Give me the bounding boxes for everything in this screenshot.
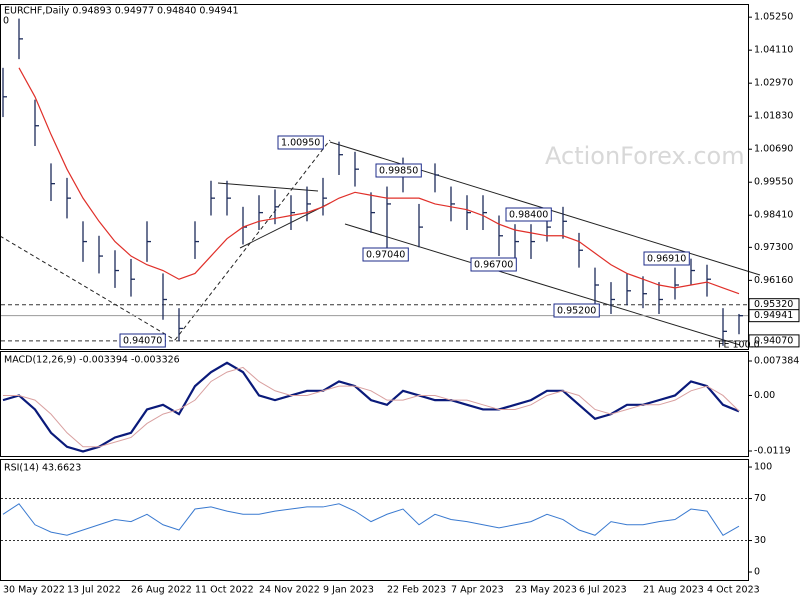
annotation: 0.98400	[509, 210, 548, 221]
x-tick-label: 22 Feb 2023	[387, 585, 446, 596]
y-tick-label: 30	[754, 535, 766, 546]
x-tick-label: 13 Jul 2022	[67, 585, 121, 596]
series-line	[2, 361, 740, 453]
y-tick-label: 1.02970	[754, 78, 793, 89]
macd-frame	[0, 351, 749, 457]
chart-title: EURCHF,Daily 0.94893 0.94977 0.94840 0.9…	[4, 6, 239, 17]
triangle-lower	[239, 202, 331, 249]
annotation-box	[362, 247, 409, 262]
y-tick-label: 0	[754, 567, 760, 578]
y-tick-label: 100	[754, 462, 772, 473]
y-tick-label: 0.007384	[754, 355, 799, 366]
annotation: 1.00950	[281, 138, 320, 149]
annotation: 0.94070	[123, 336, 162, 347]
triangle-upper	[217, 182, 319, 192]
annotation-box	[553, 303, 600, 318]
annotation: 0.96700	[474, 260, 513, 271]
x-tick-label: 23 May 2023	[515, 585, 577, 596]
x-tick-label: 30 May 2022	[3, 585, 65, 596]
frames	[0, 4, 749, 581]
annotation-box	[470, 257, 517, 272]
y-tick-label: 70	[754, 493, 766, 504]
y-tick-label: 0.00	[754, 390, 775, 401]
macd-title: MACD(12,26,9) -0.003394 -0.003326	[4, 355, 180, 366]
price-frame	[0, 4, 749, 350]
annotation-box	[505, 207, 552, 222]
annotation-box	[277, 135, 324, 150]
x-tick-label: 24 Nov 2022	[259, 585, 320, 596]
level-label: 0.94941	[754, 310, 793, 321]
annotation-box	[119, 333, 166, 348]
channel-lower	[344, 223, 741, 346]
rsi-title: RSI(14) 43.6623	[4, 463, 81, 474]
annotation-box	[375, 163, 422, 178]
annotation-box	[643, 251, 690, 266]
annotation: 0.99850	[379, 166, 418, 177]
series-line	[18, 67, 740, 295]
level-label-box	[748, 309, 800, 323]
y-tick-label: 1.05250	[754, 12, 793, 23]
x-tick-label: 7 Apr 2023	[451, 585, 504, 596]
x-tick-label: 9 Jan 2023	[323, 585, 374, 596]
series-line	[3, 366, 740, 448]
fib-line	[174, 139, 331, 341]
x-tick-label: 6 Jul 2023	[579, 585, 627, 596]
x-tick-label: 4 Oct 2023	[707, 585, 760, 596]
annotation: FE 100.0	[718, 340, 760, 351]
y-tick-label: -0.0119	[754, 446, 791, 457]
y-tick-label: 1.01830	[754, 111, 793, 122]
y-tick-label: 0.99550	[754, 177, 793, 188]
level-label: 0.94070	[754, 335, 793, 346]
watermark: ActionForex.com	[545, 142, 745, 170]
y-tick-label: 0.97300	[754, 242, 793, 253]
y-tick-label: 1.00690	[754, 144, 793, 155]
y-tick-label: 1.04110	[754, 45, 793, 56]
annotation: 0.97040	[366, 250, 405, 261]
series-line	[2, 503, 740, 536]
annotation: 0.95200	[557, 306, 596, 317]
annotation: 0	[3, 16, 9, 27]
y-tick-label: 0.96160	[754, 275, 793, 286]
level-label: 0.95320	[754, 299, 793, 310]
y-tick-label: 0.98410	[754, 210, 793, 221]
rsi-frame	[0, 459, 749, 581]
x-tick-label: 11 Oct 2022	[195, 585, 254, 596]
x-tick-label: 26 Aug 2022	[131, 585, 192, 596]
annotation: 0.96910	[647, 254, 686, 265]
level-label-box	[748, 334, 800, 348]
x-tick-label: 21 Aug 2023	[643, 585, 704, 596]
fib-line	[0, 235, 176, 341]
